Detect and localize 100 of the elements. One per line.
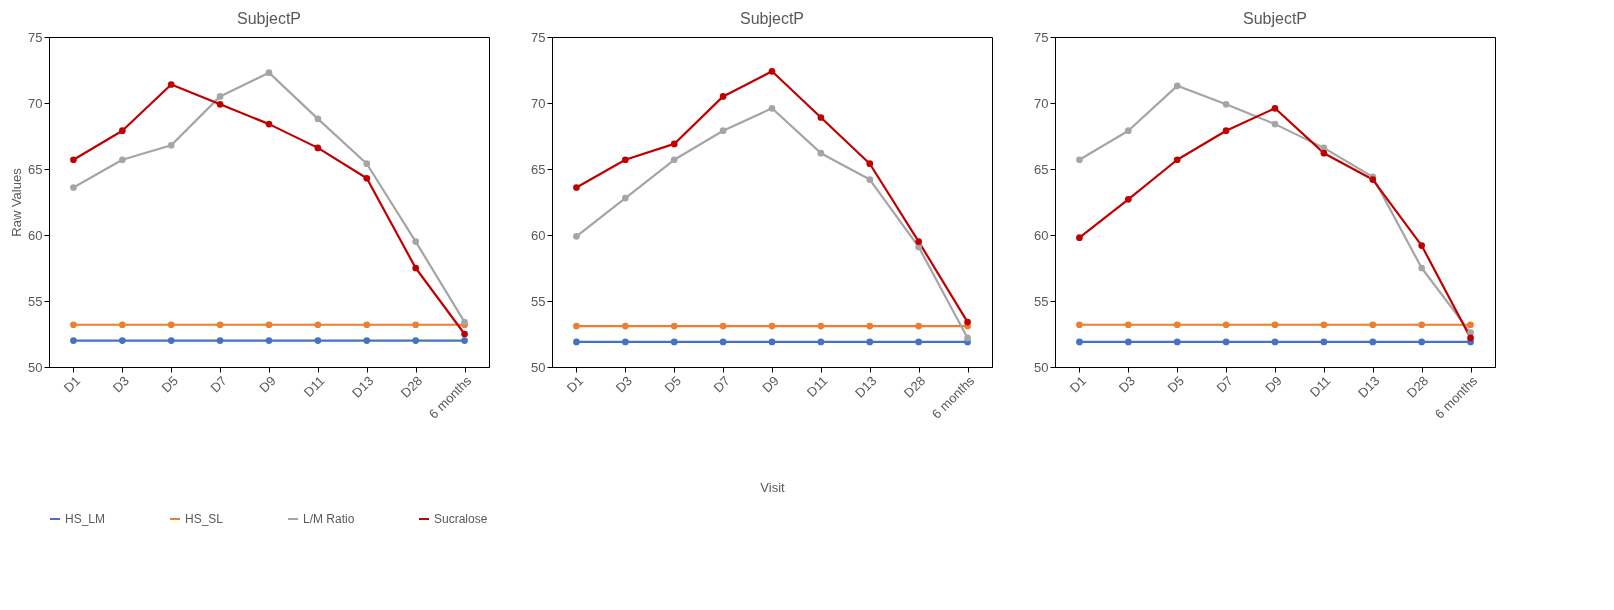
y-tick-label: 50: [531, 359, 546, 375]
point: [1173, 338, 1181, 346]
point: [1271, 120, 1279, 128]
x-tick-label: D1: [60, 373, 84, 396]
point: [866, 160, 874, 168]
y-tick-label: 60: [1034, 227, 1049, 243]
point: [768, 67, 776, 75]
point: [412, 337, 420, 344]
y-tick-label: 65: [1034, 161, 1049, 177]
point: [719, 338, 727, 346]
point: [1418, 264, 1426, 272]
point: [670, 140, 678, 148]
point: [167, 141, 175, 149]
point: [412, 238, 420, 245]
legend-label: HS_LM: [65, 512, 106, 526]
point: [1076, 321, 1083, 329]
point: [1173, 82, 1181, 90]
x-tick-label: D3: [612, 373, 636, 396]
point: [118, 156, 126, 164]
point: [412, 264, 420, 272]
legend-label: L/M Ratio: [303, 512, 355, 526]
point: [817, 114, 825, 121]
point: [719, 93, 727, 100]
y-tick-label: 60: [28, 227, 43, 243]
chart-title: SubjectP: [236, 10, 302, 27]
point: [216, 100, 224, 108]
point: [1418, 338, 1426, 346]
y-tick-label: 70: [531, 95, 546, 111]
point: [915, 238, 923, 245]
point: [866, 176, 874, 183]
point: [1418, 321, 1426, 329]
point: [1467, 334, 1474, 342]
point: [670, 322, 678, 330]
point: [1320, 149, 1328, 157]
point: [1271, 321, 1279, 329]
point: [461, 330, 468, 338]
point: [670, 156, 678, 164]
point: [216, 321, 224, 329]
y-tick-label: 55: [1034, 293, 1049, 309]
x-tick-label: D7: [1213, 373, 1236, 396]
point: [412, 321, 420, 329]
x-tick-label: D13: [851, 373, 880, 401]
point: [1222, 321, 1230, 329]
x-tick-label: D3: [1115, 373, 1139, 396]
point: [817, 322, 825, 330]
point: [265, 69, 273, 76]
x-tick-label: D13: [348, 373, 377, 401]
x-tick-label: D13: [1354, 373, 1383, 401]
x-tick-label: D9: [759, 373, 782, 396]
point: [670, 338, 678, 346]
x-tick-label: D28: [1403, 373, 1432, 401]
point: [866, 338, 874, 346]
y-tick-label: 60: [531, 227, 546, 243]
point: [1271, 338, 1279, 346]
y-tick-label: 65: [28, 161, 43, 177]
x-tick-label: D9: [256, 373, 279, 396]
point: [1124, 127, 1132, 135]
point: [118, 321, 126, 329]
point: [964, 334, 971, 342]
point: [768, 338, 776, 346]
chart-title: SubjectP: [1242, 10, 1308, 27]
y-tick-label: 70: [28, 95, 43, 111]
x-axis-title: Visit: [760, 479, 786, 495]
point: [1076, 156, 1083, 164]
y-tick-label: 55: [531, 293, 546, 309]
point: [1124, 196, 1132, 203]
point: [866, 322, 874, 330]
point: [621, 156, 629, 164]
point: [167, 337, 175, 344]
point: [719, 127, 727, 135]
point: [621, 338, 629, 346]
point: [1076, 234, 1083, 241]
point: [167, 321, 175, 329]
point: [363, 160, 371, 168]
point: [719, 322, 727, 330]
point: [1173, 156, 1181, 164]
point: [1320, 338, 1328, 346]
point: [1222, 100, 1230, 108]
point: [314, 144, 322, 152]
point: [265, 337, 273, 344]
point: [1369, 338, 1377, 346]
x-tick-label: D1: [563, 373, 587, 396]
point: [118, 127, 126, 135]
x-tick-label: D5: [661, 373, 684, 396]
point: [1467, 329, 1474, 337]
x-tick-label: D11: [300, 373, 328, 400]
point: [964, 318, 971, 326]
point: [70, 337, 77, 344]
x-tick-label: D7: [207, 373, 230, 396]
point: [314, 321, 322, 329]
point: [915, 322, 923, 330]
point: [70, 156, 77, 164]
y-tick-label: 65: [531, 161, 546, 177]
point: [1320, 321, 1328, 329]
point: [314, 337, 322, 344]
point: [1222, 338, 1230, 346]
x-tick-label: D28: [397, 373, 426, 401]
point: [70, 184, 77, 191]
point: [768, 104, 776, 112]
point: [1271, 104, 1279, 112]
